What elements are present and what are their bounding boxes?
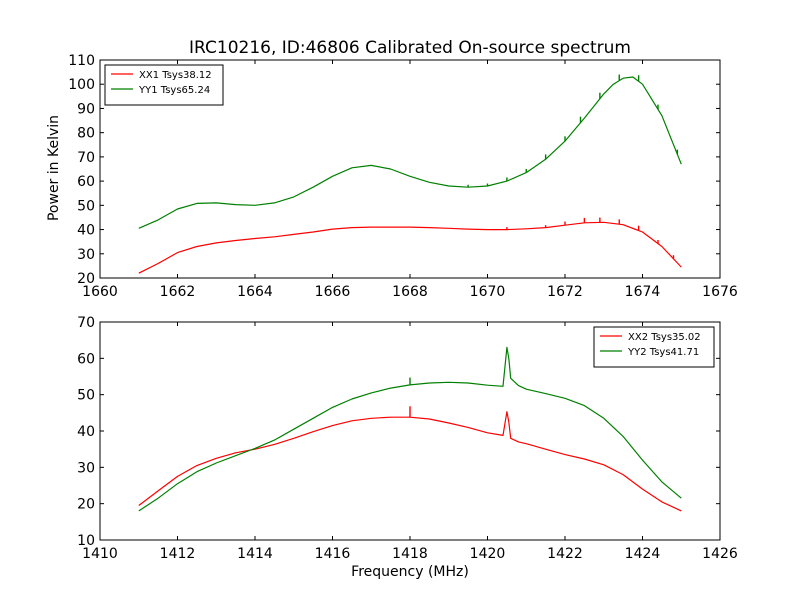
y-tick-label: 30 — [77, 247, 95, 263]
x-tick-label: 1426 — [702, 546, 738, 562]
y-tick-label: 110 — [68, 53, 95, 69]
x-tick-label: 1662 — [160, 284, 196, 300]
x-tick-label: 1418 — [392, 546, 428, 562]
y-tick-label: 30 — [77, 460, 95, 476]
y-tick-label: 80 — [77, 126, 95, 142]
x-tick-label: 1672 — [547, 284, 583, 300]
legend-label: YY1 Tsys65.24 — [138, 85, 210, 96]
series-line-yy — [138, 346, 682, 512]
x-tick-label: 1420 — [470, 546, 506, 562]
y-tick-label: 70 — [77, 150, 95, 166]
x-tick-label: 1668 — [392, 284, 428, 300]
legend-box — [593, 326, 715, 368]
x-tick-label: 1660 — [82, 284, 118, 300]
series-line-xx — [138, 411, 682, 512]
chart-title: IRC10216, ID:46806 Calibrated On-source … — [189, 38, 631, 58]
bottom-panel: 1410 1412 1414 1416 1418 1420 1422 1424 1426 10 20… — [77, 315, 738, 562]
series-line-xx — [138, 221, 682, 274]
x-tick-label: 1414 — [237, 546, 273, 562]
x-tick-label: 1666 — [315, 284, 351, 300]
y-tick-label: 50 — [77, 388, 95, 404]
y-tick-label: 70 — [77, 315, 95, 331]
legend-label: XX2 Tsys35.02 — [628, 332, 701, 343]
y-tick-label: 10 — [77, 533, 95, 549]
x-tick-label: 1664 — [237, 284, 273, 300]
top-panel: 1660 1662 1664 1666 1668 1670 1672 1674 1676 20 30… — [68, 53, 738, 300]
y-tick-label: 20 — [77, 497, 95, 513]
x-tick-label: 1412 — [160, 546, 196, 562]
legend-label: YY2 Tsys41.71 — [627, 347, 699, 358]
y-tick-label: 90 — [77, 101, 95, 117]
legend: XX1 Tsys38.12 YY1 Tsys65.24 — [104, 64, 224, 106]
y-tick-label: 100 — [68, 77, 95, 93]
y-tick-label: 20 — [77, 271, 95, 287]
legend: XX2 Tsys35.02 YY2 Tsys41.71 — [593, 326, 715, 368]
x-tick-label: 1670 — [470, 284, 506, 300]
y-axis-label: Power in Kelvin — [46, 115, 62, 221]
y-tick-label: 50 — [77, 198, 95, 214]
y-tick-label: 40 — [77, 223, 95, 239]
x-tick-label: 1422 — [547, 546, 583, 562]
y-tick-label: 60 — [77, 174, 95, 190]
series-line-yy — [138, 76, 682, 229]
x-tick-label: 1676 — [702, 284, 738, 300]
x-tick-label: 1410 — [82, 546, 118, 562]
y-tick-label: 60 — [77, 351, 95, 367]
x-tick-label: 1424 — [625, 546, 661, 562]
legend-box — [104, 64, 224, 106]
y-tick-label: 40 — [77, 424, 95, 440]
x-tick-label: 1416 — [315, 546, 351, 562]
x-axis-label: Frequency (MHz) — [351, 564, 469, 580]
x-tick-label: 1674 — [625, 284, 661, 300]
legend-label: XX1 Tsys38.12 — [139, 70, 212, 81]
